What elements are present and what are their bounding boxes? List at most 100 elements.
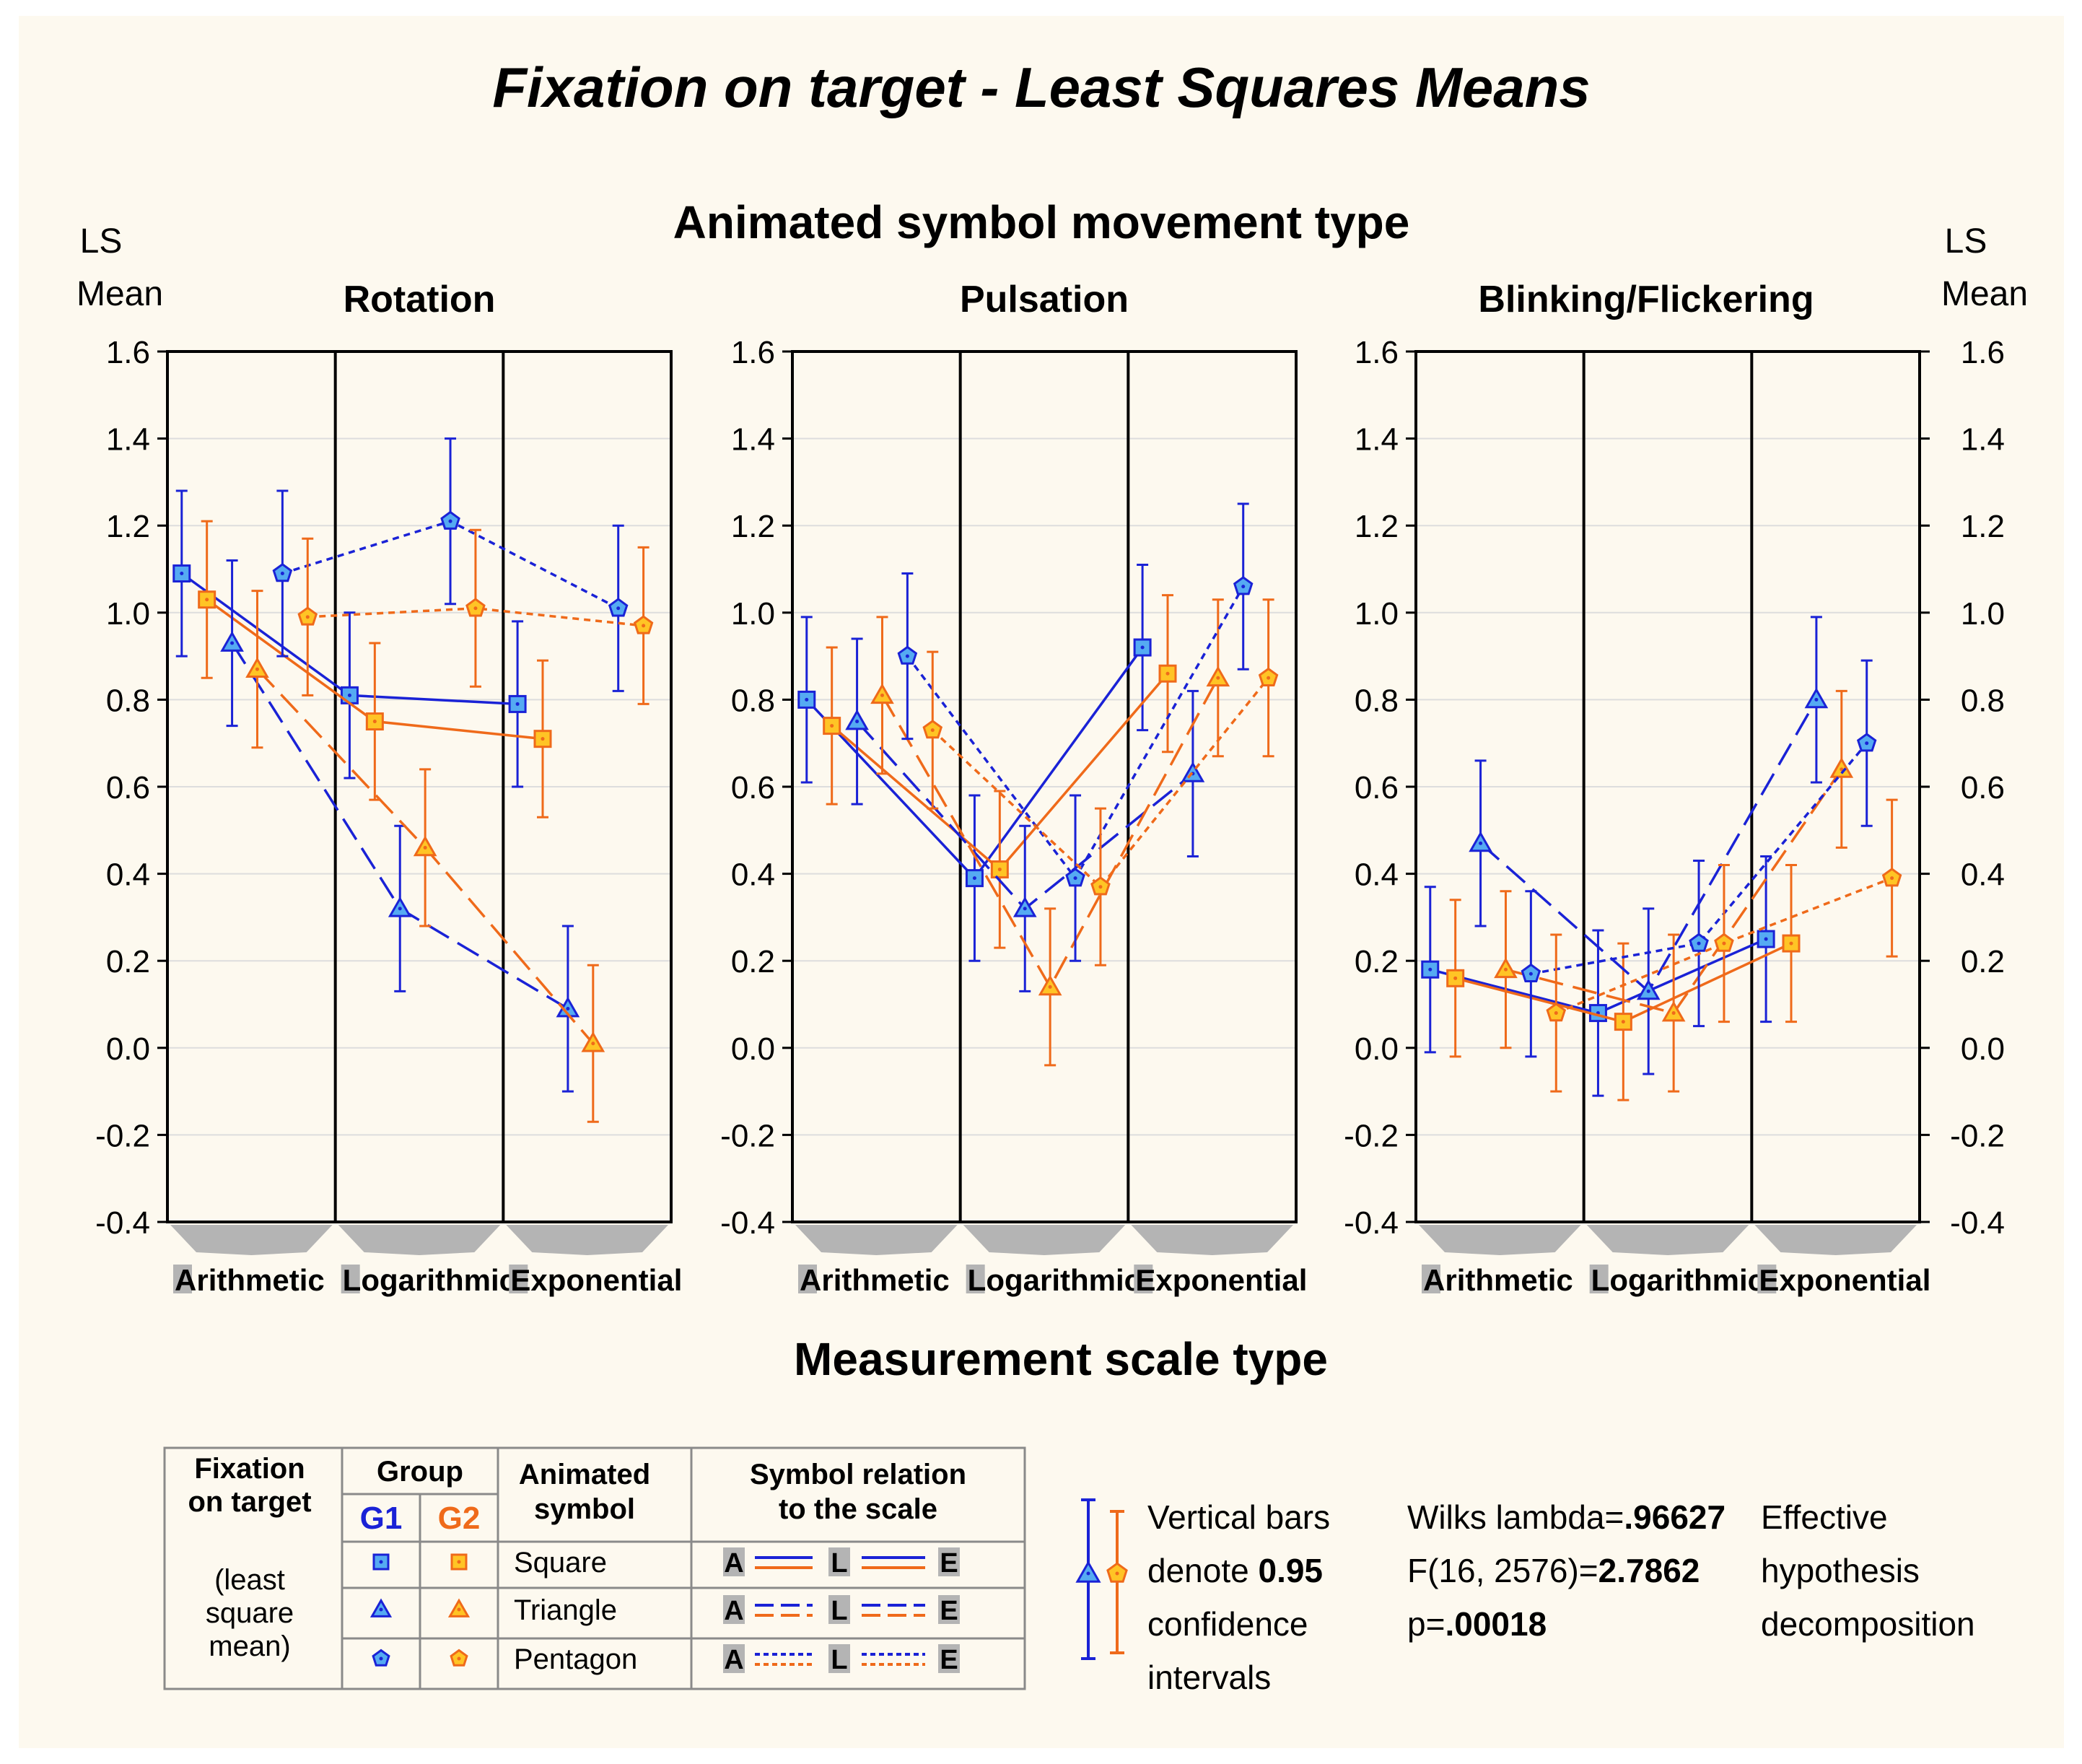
marker-center-dot — [1267, 676, 1271, 680]
series-g1-square — [797, 563, 1152, 962]
marker-center-dot — [1621, 1020, 1625, 1024]
marker-center-dot — [305, 615, 310, 619]
x-category-letter: E — [510, 1263, 530, 1297]
ci-note: Vertical bars denote 0.95 confidence int… — [1075, 1498, 1330, 1696]
marker-center-dot — [457, 1560, 461, 1564]
x-category-label: Logarithmic — [968, 1263, 1141, 1297]
plot-area: Rotation 1.6 1.4 1.2 1.0 0.8 0.6 0.4 0.2 0.0 -0.2 -… — [95, 279, 2005, 1297]
marker-center-dot — [1646, 989, 1650, 993]
ci-note-line4: intervals — [1147, 1659, 1271, 1696]
y-tick-label: 0.2 — [1355, 944, 1399, 979]
marker-center-dot — [1241, 585, 1246, 589]
series-g2-triangle — [245, 590, 605, 1123]
x-category-rest: rithmetic — [1445, 1263, 1573, 1297]
y-axis-label-left-line1: LS — [80, 222, 123, 261]
wilks-value: .96627 — [1624, 1498, 1725, 1536]
panel-pulsation: Pulsation 1.6 1.4 1.2 1.0 0.8 0.6 0.4 0.2 0.0 -0.2… — [720, 279, 1307, 1297]
y-tick-label: 0.2 — [106, 944, 150, 979]
y-tick-label: -0.2 — [95, 1118, 150, 1153]
series-g1-pentagon — [897, 502, 1254, 962]
y-tick-label: 0.4 — [1355, 857, 1399, 893]
f-statistic: F(16, 2576)=2.7862 — [1407, 1552, 1700, 1589]
marker-center-dot — [515, 702, 520, 706]
marker-center-dot — [1023, 907, 1027, 911]
marker-center-dot — [805, 697, 809, 702]
f-label: F(16, 2576)= — [1407, 1552, 1598, 1589]
y-tick-label: 1.6 — [106, 335, 150, 370]
ci-note-line2: denote 0.95 — [1147, 1552, 1323, 1589]
series-g2-square — [1446, 864, 1801, 1101]
marker-center-dot — [1865, 741, 1869, 746]
marker-center-dot — [1216, 676, 1220, 680]
marker-center-dot — [566, 1007, 570, 1011]
legend-scale-box — [828, 1595, 850, 1624]
legend-col1-line4: square — [206, 1597, 294, 1629]
scale-arrow — [338, 1225, 501, 1255]
x-category-letter: E — [1759, 1263, 1779, 1297]
x-category-label: Exponential — [1759, 1263, 1930, 1297]
ci-note-line2-bold: 0.95 — [1258, 1552, 1323, 1589]
marker-center-dot — [1764, 937, 1768, 941]
ci-note-line2-pre: denote — [1147, 1552, 1258, 1589]
y-tick-label: 0.8 — [1355, 683, 1399, 718]
scale-letter-box — [966, 1265, 985, 1293]
panel-rotation: Rotation 1.6 1.4 1.2 1.0 0.8 0.6 0.4 0.2 0.0 -0.2 -… — [95, 279, 682, 1297]
series-line — [1555, 876, 1893, 1015]
y-tick-label: 1.2 — [1355, 509, 1399, 544]
marker-center-dot — [398, 907, 402, 911]
x-category-rest: ogarithmic — [986, 1263, 1141, 1297]
marker-center-dot — [880, 693, 884, 697]
ci-note-line3: confidence — [1147, 1605, 1308, 1643]
legend-relation-header-line1: Symbol relation — [750, 1459, 966, 1490]
scale-letter-box — [173, 1265, 192, 1293]
effective-line2: hypothesis — [1761, 1552, 1920, 1589]
y-tick-label: 1.6 — [1355, 335, 1399, 370]
x-category-letter: A — [175, 1263, 196, 1297]
legend-relation-header-line2: to the scale — [779, 1493, 937, 1525]
x-category-label: Arithmetic — [1423, 1263, 1573, 1297]
panel-frame — [166, 350, 673, 1223]
y-tick-label: 1.6 — [731, 335, 775, 370]
marker-center-dot — [205, 598, 209, 602]
x-category-rest: ogarithmic — [361, 1263, 516, 1297]
y-tick-label-right: 0.2 — [1961, 944, 2005, 979]
marker-center-dot — [1697, 941, 1701, 946]
y-tick-label-right: 1.2 — [1961, 509, 2005, 544]
marker-center-dot — [372, 720, 377, 724]
y-tick-label-right: -0.4 — [1950, 1205, 2005, 1241]
x-category-letter: L — [343, 1263, 362, 1297]
legend-g2-label: G2 — [438, 1501, 481, 1536]
marker-center-dot — [972, 876, 976, 881]
y-tick-label: -0.4 — [1344, 1205, 1399, 1241]
series-g2-triangle — [870, 598, 1230, 1067]
marker-center-dot — [830, 724, 834, 728]
marker-center-dot — [1073, 876, 1077, 881]
marker-center-dot — [1814, 697, 1819, 702]
marker-center-dot — [255, 667, 259, 671]
y-tick-label: 1.0 — [731, 596, 775, 632]
marker-center-dot — [379, 1607, 383, 1612]
marker-center-dot — [591, 1042, 595, 1046]
legend-scale-box — [938, 1644, 960, 1673]
marker-center-dot — [616, 606, 621, 611]
y-tick-label: 1.4 — [731, 422, 775, 458]
panel-title: Pulsation — [960, 279, 1129, 320]
y-tick-label: -0.4 — [95, 1205, 150, 1241]
scale-arrow — [1754, 1225, 1917, 1255]
panel-title: Rotation — [344, 279, 496, 320]
panel-frame — [791, 350, 1298, 1223]
marker-center-dot — [1479, 841, 1483, 845]
legend: Fixation on target (least square mean) G… — [163, 1446, 1026, 1690]
scale-arrow — [963, 1225, 1126, 1255]
y-tick-label: 0.6 — [731, 770, 775, 805]
stats: Wilks lambda=.96627 F(16, 2576)=2.7862 p… — [1407, 1498, 1975, 1643]
x-category-label: Exponential — [510, 1263, 682, 1297]
legend-symbol-label: Triangle — [514, 1594, 617, 1626]
scale-arrow — [1586, 1225, 1749, 1255]
chart-title: Fixation on target - Least Squares Means — [492, 56, 1590, 119]
y-tick-label-right: 1.4 — [1961, 422, 2005, 458]
panel-blinking-flickering: Blinking/Flickering 1.6 1.6 1.4 1.4 1.2 1.2 1.0… — [1344, 279, 2005, 1297]
scale-arrow — [795, 1225, 958, 1255]
marker-center-dot — [855, 720, 860, 724]
legend-symbol-header-line2: symbol — [534, 1493, 635, 1525]
